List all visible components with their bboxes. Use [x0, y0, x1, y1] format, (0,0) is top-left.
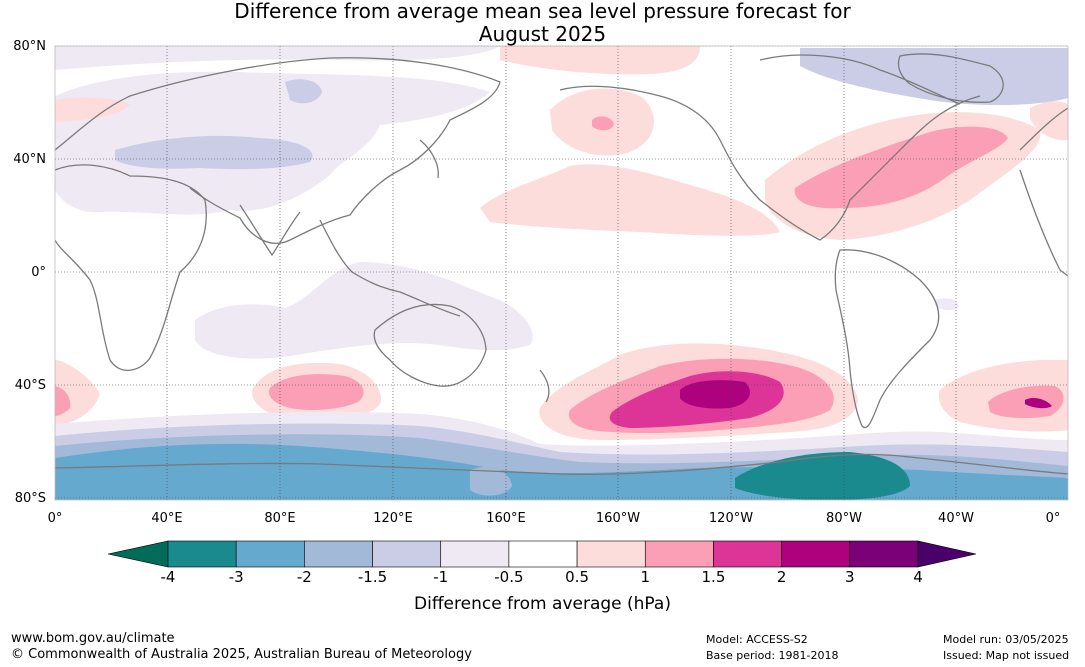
lon-label-80e: 80°E	[264, 511, 296, 526]
anomaly-region-europe	[55, 97, 130, 122]
colorbar-tick-label: 3	[845, 568, 855, 586]
footer-copyright: © Commonwealth of Australia 2025, Austra…	[11, 647, 472, 662]
map-title-line2: August 2025	[478, 22, 607, 46]
coastline-greenland	[897, 53, 1004, 103]
colorbar-tick-label: -2	[296, 568, 312, 586]
colorbar-tick-label: -0.5	[494, 568, 524, 586]
anomaly-region-south-pacific-peak	[680, 380, 750, 409]
anomaly-shading	[55, 46, 1068, 500]
coastline-north-america	[559, 85, 981, 241]
coastline-europe	[1019, 107, 1068, 151]
footer-base-period: Base period: 1981-2018	[706, 649, 839, 662]
anomaly-region-central-asia	[115, 135, 313, 170]
lon-label-0-west: 0°	[47, 511, 63, 526]
coastline-arctic-islands	[759, 54, 961, 105]
coastline-south-america	[834, 249, 940, 429]
lat-label-80n: 80°N	[13, 39, 46, 54]
anomaly-region-south-atlantic	[935, 298, 959, 311]
colorbar-under-arrow	[107, 540, 169, 568]
colorbar-tick-label: 1.5	[701, 568, 726, 586]
coastline-australia	[373, 303, 487, 387]
coastline-africa	[55, 164, 207, 371]
anomaly-region-east-pacific	[480, 164, 780, 236]
lon-label-0-east: 0°	[1045, 511, 1061, 526]
anomaly-region-antarctica-interior	[470, 466, 512, 496]
lon-label-160w: 160°W	[595, 511, 641, 526]
colorbar-swatch	[713, 540, 782, 568]
map-frame	[54, 45, 1069, 501]
lon-label-120e: 120°E	[373, 511, 413, 526]
colorbar-tick-label: 0.5	[565, 568, 589, 586]
anomaly-region-arctic-north	[55, 46, 500, 70]
colorbar-swatch	[372, 540, 442, 568]
coastline-india	[239, 204, 301, 257]
coastline-southeast-asia	[319, 219, 461, 317]
anomaly-region-arctic-canada	[800, 48, 1068, 106]
lon-label-120w: 120°W	[708, 511, 754, 526]
colorbar-swatch	[576, 540, 646, 568]
lon-label-40w: 40°W	[938, 511, 974, 526]
colorbar-title: Difference from average (hPa)	[414, 594, 671, 614]
colorbar	[107, 540, 977, 568]
colorbar-swatch	[508, 540, 578, 568]
anomaly-region-siberia	[285, 79, 322, 104]
colorbar-swatch	[781, 540, 851, 568]
coastline-west-africa	[1019, 169, 1068, 277]
coastlines	[55, 53, 1068, 475]
anomaly-region-south-indian-core	[268, 374, 364, 410]
colorbar-tick-label: 4	[913, 568, 923, 586]
colorbar-swatch	[235, 540, 305, 568]
anomaly-region-north-pacific-core	[592, 116, 614, 131]
colorbar-swatch	[167, 540, 237, 568]
colorbar-tick-label: -1.5	[357, 568, 388, 586]
map-title-line1: Difference from average mean sea level p…	[234, 0, 851, 23]
footer-issued: Issued: Map not issued	[943, 649, 1070, 662]
anomaly-region-south-atlantic-core	[1025, 398, 1052, 409]
colorbar-swatch	[304, 540, 373, 568]
map-title: Difference from average mean sea level p…	[0, 0, 1085, 46]
colorbar-tick-label: -3	[228, 568, 244, 586]
anomaly-region-antarctica-peninsula	[735, 452, 910, 500]
coastline-antarctica	[55, 453, 1068, 475]
lat-label-40s: 40°S	[14, 378, 46, 393]
lon-label-80w: 80°W	[826, 511, 862, 526]
colorbar-over-arrow	[917, 540, 977, 568]
coastline-japan	[419, 139, 439, 179]
coastline-new-zealand	[539, 369, 550, 403]
colorbar-swatch	[440, 540, 510, 568]
anomaly-region-atlantic-core	[794, 126, 1008, 209]
footer-website[interactable]: www.bom.gov.au/climate	[11, 631, 175, 646]
lat-label-80s: 80°S	[14, 491, 46, 506]
colorbar-swatch	[849, 540, 919, 568]
anomaly-region-west-arctic	[500, 46, 700, 75]
lat-label-0: 0°	[31, 265, 46, 280]
colorbar-tick-label: 1	[640, 568, 651, 586]
footer-model-run: Model run: 03/05/2025	[943, 633, 1069, 646]
lat-label-40n: 40°N	[13, 152, 46, 167]
colorbar-tick-label: -1	[433, 568, 449, 586]
lon-label-40e: 40°E	[151, 511, 183, 526]
colorbar-tick-label: -4	[160, 568, 176, 586]
lon-label-160e: 160°E	[486, 511, 526, 526]
footer-model: Model: ACCESS-S2	[706, 633, 808, 646]
anomaly-region-west-south-indian-core	[55, 386, 71, 416]
colorbar-tick-label: 2	[776, 568, 787, 586]
anomaly-region-indian-ocean	[195, 262, 533, 359]
colorbar-swatch	[644, 540, 714, 568]
